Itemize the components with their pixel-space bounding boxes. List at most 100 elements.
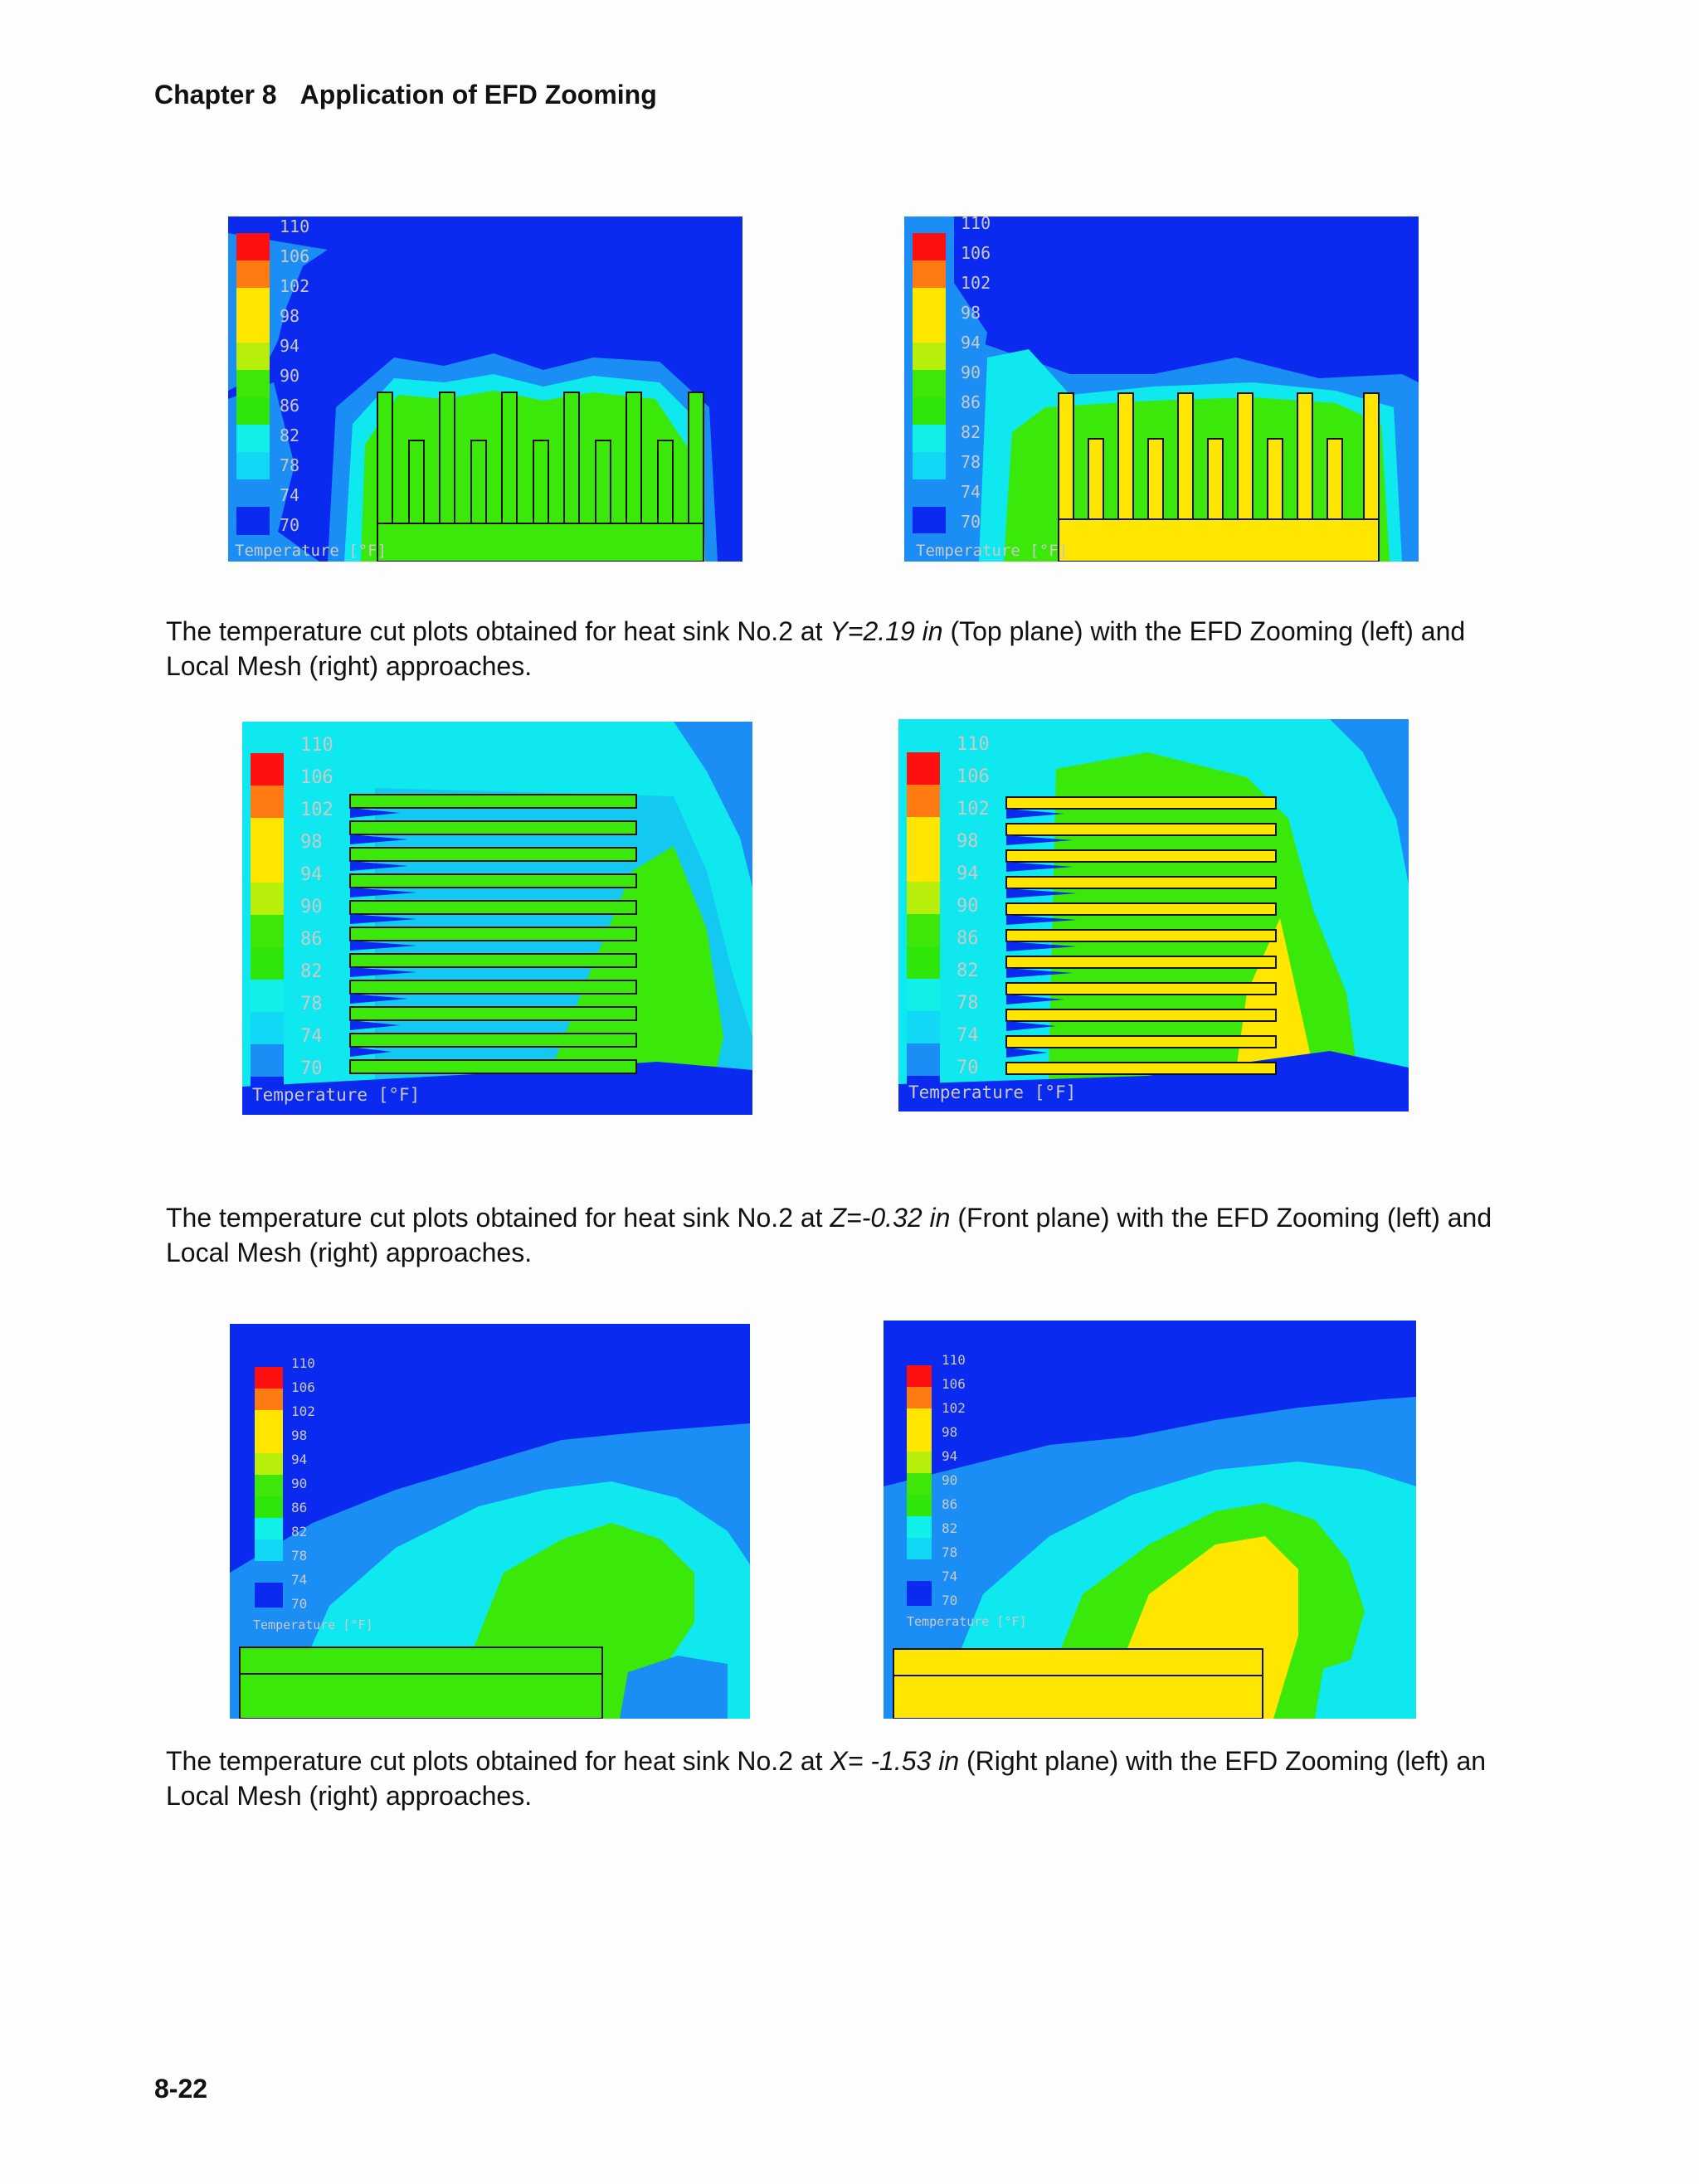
tick-label: 106 [961,243,991,263]
tick-label: 90 [942,1472,958,1488]
tick-label: 102 [300,800,333,820]
legend-title: Temperature [°F] [252,1085,421,1105]
temperature-field [228,233,718,562]
tick-label: 90 [961,362,981,382]
tick-label: 82 [961,422,981,442]
tick-label: 102 [942,1400,966,1416]
tick-label: 86 [957,928,979,949]
tick-label: 94 [280,336,300,356]
caption-text: (Top plane) with the EFD Zooming (left) … [166,616,1466,681]
tick-label: 86 [291,1500,308,1515]
tick-label: 74 [291,1572,308,1588]
tick-label: 78 [961,452,981,472]
tick-label: 98 [280,306,300,326]
chapter-header: Chapter 8 Application of EFD Zooming [154,80,657,110]
color-legend [907,752,940,1109]
tick-label: 82 [300,961,323,982]
temperature-field [898,719,1409,1111]
page-number: 8-22 [154,2074,208,2104]
tick-label: 82 [280,426,300,445]
figure-caption: The temperature cut plots obtained for h… [166,1200,1526,1270]
legend-title: Temperature [°F] [253,1617,373,1632]
tick-label: 74 [961,482,981,502]
tick-label: 74 [957,1025,979,1046]
caption-variable: Y=2.19 in [830,616,943,646]
tick-label: 70 [961,512,981,532]
caption-text: (Front plane) with the EFD Zooming (left… [166,1203,1492,1267]
tick-label: 74 [942,1569,958,1584]
plot-top-plane-efd-zooming: 110 106 102 98 94 90 86 82 78 74 70 Temp… [228,216,742,562]
tick-label: 78 [300,994,323,1014]
tick-label: 106 [291,1379,315,1395]
tick-label: 70 [942,1593,958,1608]
caption-text: (Right plane) with the EFD Zooming (left… [166,1746,1487,1811]
tick-label: 106 [300,767,333,788]
tick-label: 74 [300,1026,323,1047]
tick-label: 70 [957,1058,979,1078]
tick-label: 94 [300,864,323,885]
tick-label: 82 [291,1524,308,1540]
tick-label: 102 [961,273,991,293]
temperature-field [904,216,1419,562]
color-legend [255,1367,283,1608]
chapter-title: Application of EFD Zooming [299,80,657,109]
tick-label: 98 [961,303,981,323]
tick-label: 110 [280,216,310,236]
caption-variable: Z=-0.32 in [830,1203,951,1233]
tick-label: 110 [291,1355,315,1371]
tick-label: 78 [942,1544,958,1560]
chapter-number: Chapter 8 [154,80,277,109]
tick-label: 94 [957,863,979,884]
figure-caption: The temperature cut plots obtained for h… [166,1744,1526,1813]
legend-title: Temperature [°F] [916,542,1069,560]
tick-label: 98 [957,831,979,852]
tick-label: 102 [280,276,310,296]
tick-label: 74 [280,485,300,505]
figure-caption: The temperature cut plots obtained for h… [166,614,1526,683]
legend-title: Temperature [°F] [235,542,387,560]
temperature-field [242,722,752,1115]
tick-label: 86 [961,392,981,412]
tick-label: 110 [300,735,333,756]
tick-label: 98 [942,1424,958,1440]
tick-label: 78 [291,1548,308,1564]
tick-label: 78 [957,993,979,1014]
tick-label: 98 [291,1428,308,1443]
plot-front-plane-local-mesh: 110 106 102 98 94 90 86 82 78 74 70 Temp… [898,719,1409,1111]
plot-front-plane-efd-zooming: 110 106 102 98 94 90 86 82 78 74 70 Temp… [242,722,752,1115]
tick-label: 70 [280,515,300,535]
color-legend [236,233,270,535]
color-legend [251,753,284,1110]
tick-label: 94 [961,333,981,353]
tick-label: 110 [942,1352,966,1368]
caption-text: The temperature cut plots obtained for h… [166,616,830,646]
tick-label: 94 [291,1452,308,1467]
tick-label: 94 [942,1448,958,1464]
temperature-field [884,1397,1416,1719]
tick-label: 102 [957,799,990,820]
legend-title: Temperature [°F] [908,1082,1077,1102]
caption-variable: X= -1.53 in [830,1746,960,1776]
legend-title: Temperature [°F] [907,1614,1027,1629]
tick-label: 78 [280,455,300,475]
color-legend [907,1365,932,1606]
tick-label: 86 [300,929,323,950]
color-legend [913,233,946,533]
caption-text: The temperature cut plots obtained for h… [166,1203,830,1233]
tick-label: 102 [291,1403,315,1419]
tick-label: 90 [957,896,979,917]
plot-right-plane-efd-zooming: 110 106 102 98 94 90 86 82 78 74 70 Temp… [230,1324,750,1719]
tick-label: 90 [300,897,323,917]
tick-label: 110 [961,216,991,233]
tick-label: 70 [291,1596,308,1612]
tick-label: 98 [300,832,323,853]
tick-label: 70 [300,1058,323,1079]
tick-label: 86 [942,1496,958,1512]
plot-top-plane-local-mesh: 110 106 102 98 94 90 86 82 78 74 70 Temp… [904,216,1419,562]
temperature-field [230,1423,750,1719]
tick-label: 90 [280,366,300,386]
tick-label: 90 [291,1476,308,1491]
tick-label: 82 [942,1520,958,1536]
tick-label: 86 [280,396,300,416]
tick-label: 110 [957,734,990,755]
